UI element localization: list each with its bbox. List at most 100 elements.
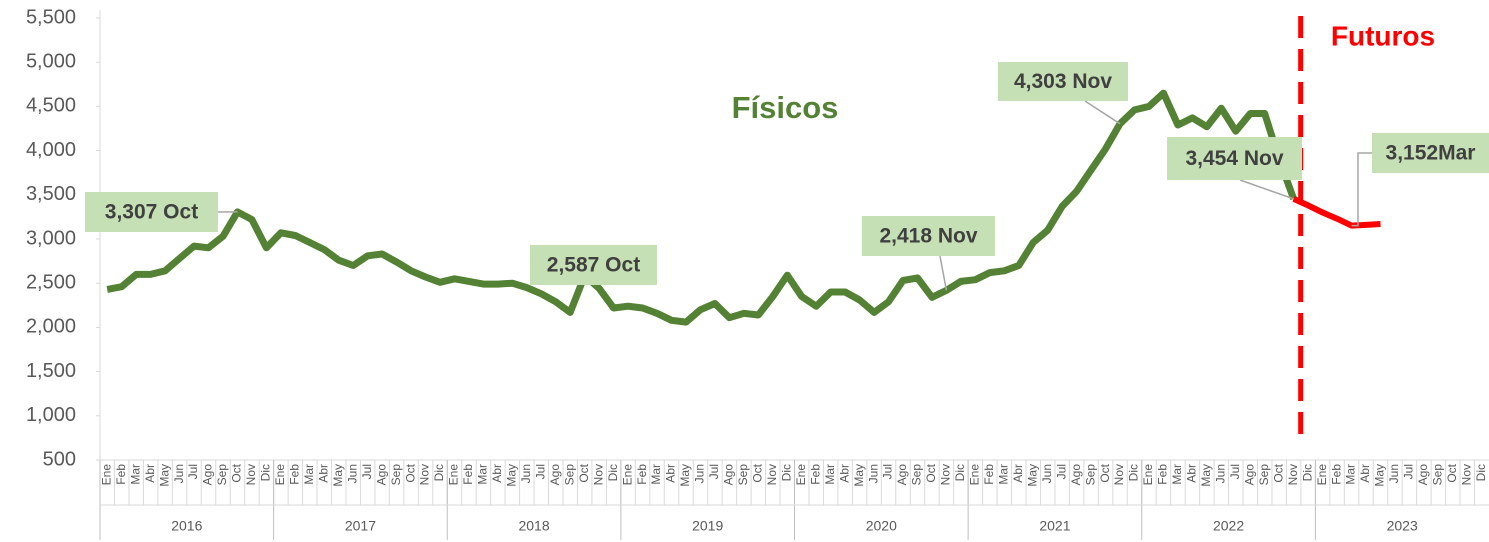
x-tick-label: Mar (128, 464, 142, 485)
x-group-label: 2020 (866, 518, 897, 534)
callout-box (1167, 137, 1302, 180)
callout-label: 3,454 Nov (1185, 147, 1283, 170)
x-tick-label: Ene (620, 464, 634, 486)
x-tick-label: Jun (866, 464, 880, 483)
series-name: Físicos (732, 90, 839, 125)
x-tick-label: Jul (533, 464, 547, 479)
x-tick-label: Ene (99, 464, 113, 486)
x-tick-label: May (331, 464, 345, 487)
y-tick-label: 5,500 (26, 6, 76, 28)
x-tick-label: Oct (577, 463, 591, 482)
x-tick-label: Nov (1112, 464, 1126, 485)
x-group-label: 2017 (345, 518, 376, 534)
x-tick-label: Sep (910, 464, 924, 486)
x-tick-label: Mar (476, 464, 490, 485)
y-tick-label: 4,500 (26, 95, 76, 117)
x-tick-label: Oct (1271, 463, 1285, 482)
x-group-label: 2023 (1387, 518, 1418, 534)
x-tick-label: May (1025, 464, 1039, 487)
x-group-label: 2021 (1039, 518, 1070, 534)
x-tick-label: Dic (1300, 464, 1314, 481)
callout-label: 3,307 Oct (105, 201, 198, 224)
x-tick-label: Abr (1185, 464, 1199, 483)
x-tick-label: Ene (794, 464, 808, 486)
callout-label: 2,587 Oct (547, 254, 640, 277)
y-tick-label: 1,000 (26, 404, 76, 426)
callout-leader (1239, 179, 1294, 200)
x-tick-label: Sep (562, 464, 576, 486)
x-tick-label: Feb (114, 464, 128, 485)
x-tick-label: Oct (403, 463, 417, 482)
x-tick-label: Abr (1358, 464, 1372, 483)
x-tick-label: Oct (1445, 463, 1459, 482)
series-name: Futuros (1331, 20, 1435, 51)
x-tick-label: Jun (693, 464, 707, 483)
x-tick-label: Ene (968, 464, 982, 486)
x-tick-label: Feb (1329, 464, 1343, 485)
x-tick-label: Ago (722, 464, 736, 486)
x-tick-label: Ago (895, 464, 909, 486)
x-tick-label: Nov (418, 464, 432, 485)
x-tick-label: Oct (924, 463, 938, 482)
y-tick-label: 3,500 (26, 183, 76, 205)
x-tick-label: Jul (1228, 464, 1242, 479)
callout-leader (939, 255, 948, 291)
y-tick-label: 2,500 (26, 271, 76, 293)
callout-box (530, 245, 657, 285)
x-tick-label: Mar (996, 464, 1010, 485)
x-tick-label: Dic (779, 464, 793, 481)
callout-box (85, 192, 218, 232)
series-line (1292, 196, 1381, 229)
x-tick-label: Mar (823, 464, 837, 485)
y-tick-label: 1,500 (26, 360, 76, 382)
x-tick-label: Jun (1387, 464, 1401, 483)
y-tick-label: 3,000 (26, 227, 76, 249)
x-tick-label: May (157, 464, 171, 487)
y-tick-label: 500 (43, 448, 76, 470)
x-tick-label: Abr (316, 464, 330, 483)
callout-leader (1084, 100, 1121, 125)
y-tick-label: 2,000 (26, 316, 76, 338)
x-tick-label: Feb (1156, 464, 1170, 485)
x-tick-label: Feb (461, 464, 475, 485)
x-tick-label: Nov (765, 464, 779, 485)
x-tick-label: Jul (1402, 464, 1416, 479)
x-tick-label: Abr (664, 464, 678, 483)
x-tick-label: Abr (1011, 464, 1025, 483)
x-tick-label: Oct (751, 463, 765, 482)
x-group-label: 2016 (171, 518, 202, 534)
callout-label: 2,418 Nov (879, 225, 977, 248)
y-tick-label: 5,000 (26, 50, 76, 72)
x-tick-label: Feb (982, 464, 996, 485)
x-tick-label: Sep (1431, 464, 1445, 486)
x-tick-label: Ago (1242, 464, 1256, 486)
x-tick-label: Oct (1098, 463, 1112, 482)
x-tick-label: Dic (606, 464, 620, 481)
callout-box (1372, 133, 1489, 173)
x-tick-label: Nov (591, 464, 605, 485)
x-tick-label: May (1199, 464, 1213, 487)
x-tick-label: Jul (186, 464, 200, 479)
x-tick-label: Abr (143, 464, 157, 483)
x-tick-label: Jun (1214, 464, 1228, 483)
x-tick-label: Nov (1459, 464, 1473, 485)
x-tick-label: Sep (215, 464, 229, 486)
x-tick-label: Nov (939, 464, 953, 485)
x-group-label: 2022 (1213, 518, 1244, 534)
x-tick-label: Ago (1416, 464, 1430, 486)
x-tick-label: Feb (808, 464, 822, 485)
x-tick-label: May (1373, 464, 1387, 487)
x-tick-label: Jul (881, 464, 895, 479)
callout-label: 4,303 Nov (1014, 70, 1112, 93)
x-tick-label: Abr (837, 464, 851, 483)
callout-box (862, 216, 995, 256)
x-tick-label: Ago (201, 464, 215, 486)
x-tick-label: May (678, 464, 692, 487)
x-tick-label: Jun (1040, 464, 1054, 483)
x-group-label: 2019 (692, 518, 723, 534)
x-tick-label: Jun (172, 464, 186, 483)
x-tick-label: Ene (273, 464, 287, 486)
x-tick-label: Ene (1315, 464, 1329, 486)
x-tick-label: Nov (1286, 464, 1300, 485)
